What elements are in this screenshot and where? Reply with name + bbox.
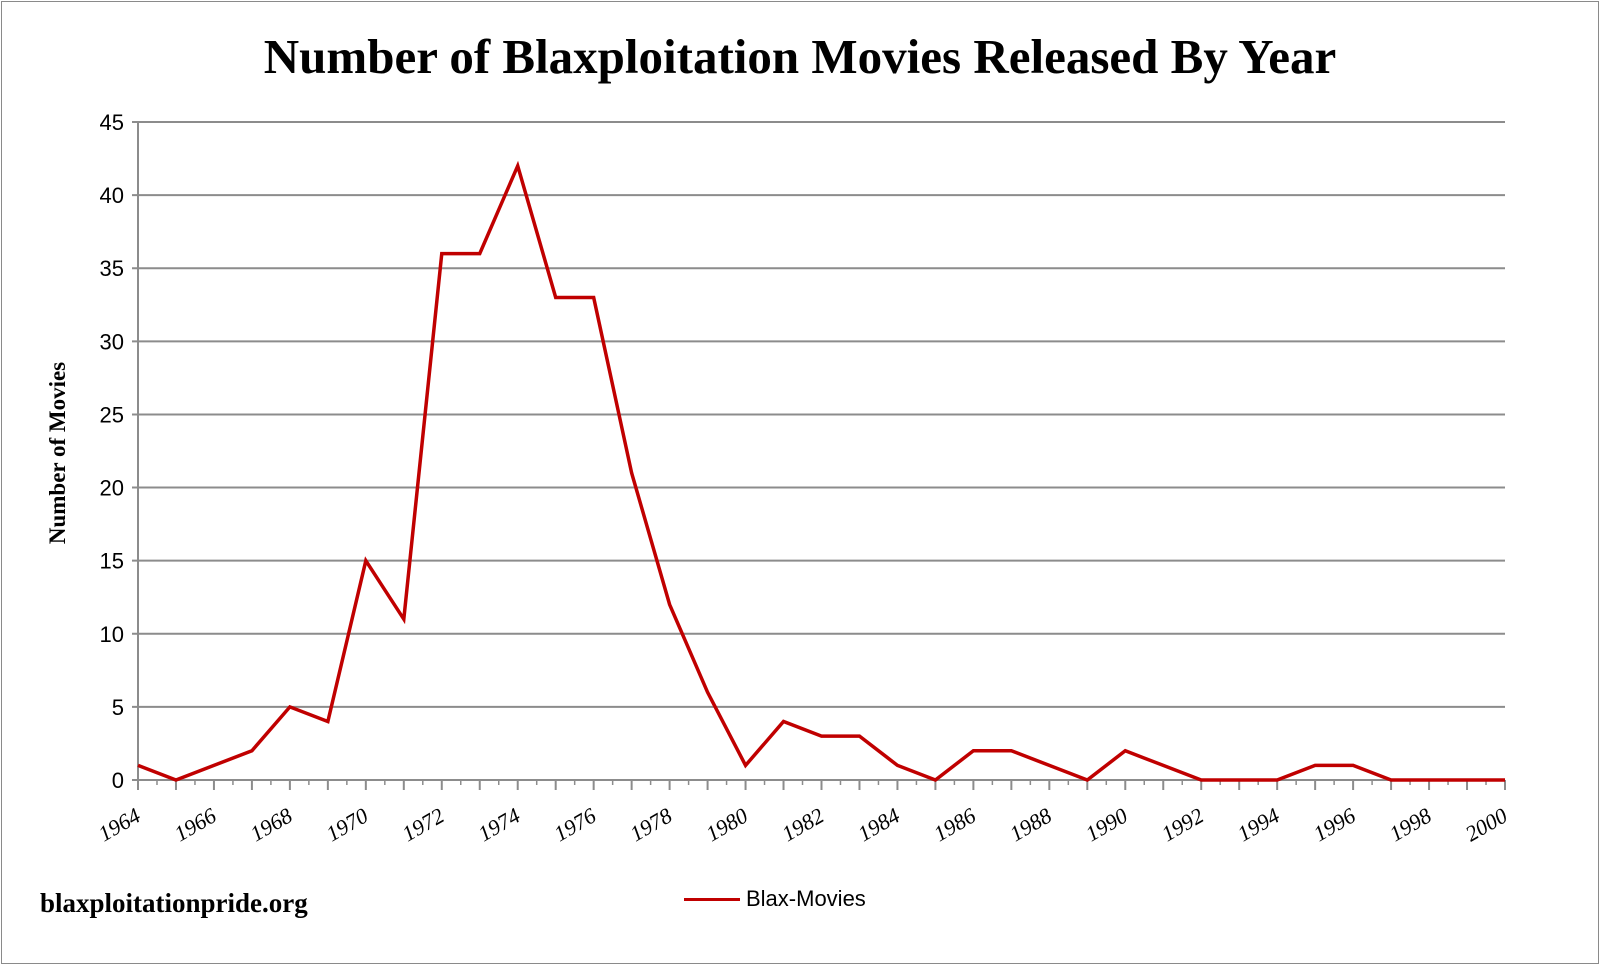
x-tick-label: 1998 [1385, 803, 1436, 847]
series-line-blax-movies [137, 160, 1505, 782]
x-tick-label: 1994 [1233, 803, 1284, 847]
y-tick-label: 45 [100, 110, 124, 135]
x-tick-label: 1984 [853, 803, 904, 847]
x-tick-label: 1996 [1309, 803, 1360, 847]
x-tick-label: 2000 [1461, 803, 1512, 847]
chart-title: Number of Blaxploitation Movies Released… [263, 29, 1337, 84]
y-tick-label: 0 [112, 768, 124, 793]
legend-label: Blax-Movies [746, 886, 866, 911]
x-tick-label: 1978 [626, 803, 677, 847]
x-tick-label: 1976 [550, 803, 601, 847]
y-tick-label: 15 [100, 549, 124, 574]
x-tick-label: 1986 [929, 803, 980, 847]
x-tick-label: 1982 [777, 803, 828, 847]
y-tick-label: 10 [100, 622, 124, 647]
legend-swatch [684, 897, 740, 901]
legend: Blax-Movies [684, 886, 866, 912]
x-tick-label: 1970 [322, 803, 373, 847]
x-tick-label: 1968 [246, 803, 297, 847]
x-tick-label: 1980 [701, 803, 752, 847]
y-tick-label: 20 [100, 476, 124, 501]
y-tick-label: 25 [100, 402, 124, 427]
site-watermark: blaxploitationpride.org [40, 888, 308, 918]
y-tick-label: 35 [100, 256, 124, 281]
x-tick-label: 1966 [170, 803, 221, 847]
y-tick-label: 5 [112, 695, 124, 720]
y-tick-label: 30 [100, 329, 124, 354]
x-tick-label: 1990 [1081, 803, 1132, 847]
x-tick-label: 1972 [398, 803, 449, 847]
y-tick-label: 40 [100, 183, 124, 208]
x-tick-label: 1974 [474, 803, 525, 847]
x-tick-label: 1992 [1157, 803, 1208, 847]
x-tick-label: 1988 [1005, 803, 1056, 847]
x-tick-label: 1964 [94, 803, 145, 847]
